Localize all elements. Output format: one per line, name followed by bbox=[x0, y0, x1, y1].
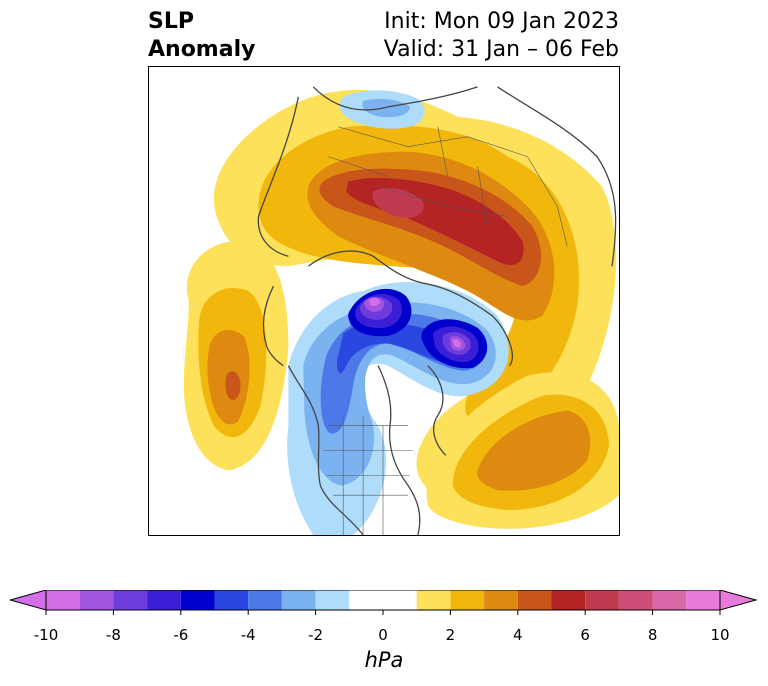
colorbar-bin bbox=[618, 590, 653, 610]
colorbar-tick-label: 10 bbox=[710, 626, 730, 644]
colorbar-bin bbox=[517, 590, 552, 610]
colorbar-tick-label: -8 bbox=[105, 626, 121, 644]
colorbar-bin bbox=[349, 590, 417, 610]
colorbar-tick-label: 8 bbox=[647, 626, 658, 644]
colorbar-bin bbox=[79, 590, 114, 610]
colorbar-tick-label: -2 bbox=[308, 626, 324, 644]
colorbar-bin bbox=[113, 590, 148, 610]
colorbar-unit: hPa bbox=[364, 648, 404, 672]
colorbar-extend-max bbox=[719, 590, 758, 611]
positive-anomaly-pacific bbox=[183, 240, 289, 471]
coastlines bbox=[257, 86, 617, 535]
colorbar-bin bbox=[652, 590, 687, 610]
title-line-1: SLP bbox=[148, 9, 194, 34]
colorbar-bin bbox=[450, 590, 485, 610]
colorbar-tick-label: -6 bbox=[173, 626, 189, 644]
colorbar-bin bbox=[315, 590, 350, 610]
colorbar-bin bbox=[248, 590, 282, 610]
negative-anomaly-canada bbox=[287, 281, 509, 535]
colorbar-tick-label: 2 bbox=[445, 626, 456, 644]
colorbar-tick-label: 0 bbox=[378, 626, 388, 644]
colorbar bbox=[10, 590, 758, 615]
colorbar-tick-label: 6 bbox=[580, 626, 590, 644]
positive-anomaly-atlantic bbox=[426, 372, 619, 529]
title-line-2: Anomaly bbox=[148, 37, 256, 62]
colorbar-bin bbox=[585, 590, 619, 610]
colorbar-bin bbox=[551, 590, 586, 610]
colorbar-bin bbox=[281, 590, 316, 610]
slp-anomaly-map bbox=[148, 66, 620, 536]
colorbar-bins bbox=[46, 590, 720, 610]
colorbar-bin bbox=[686, 590, 720, 610]
colorbar-bin bbox=[214, 590, 249, 610]
political-borders bbox=[323, 126, 568, 535]
negative-anomaly-barents bbox=[339, 90, 425, 129]
map-title: SLP Anomaly bbox=[148, 8, 255, 64]
colorbar-bin bbox=[147, 590, 181, 610]
colorbar-bin bbox=[416, 590, 451, 610]
colorbar-bin bbox=[180, 590, 215, 610]
valid-dates: Valid: 31 Jan – 06 Feb bbox=[383, 37, 619, 62]
forecast-dates: Init: Mon 09 Jan 2023 Valid: 31 Jan – 06… bbox=[384, 8, 619, 64]
init-date: Init: Mon 09 Jan 2023 bbox=[384, 9, 619, 34]
colorbar-bin bbox=[46, 590, 80, 610]
colorbar-tick-label: -10 bbox=[33, 626, 59, 644]
colorbar-tick-label: 4 bbox=[513, 626, 523, 644]
colorbar-tick-label: -4 bbox=[240, 626, 256, 644]
colorbar-bin bbox=[484, 590, 518, 610]
colorbar-extend-min bbox=[10, 590, 47, 611]
